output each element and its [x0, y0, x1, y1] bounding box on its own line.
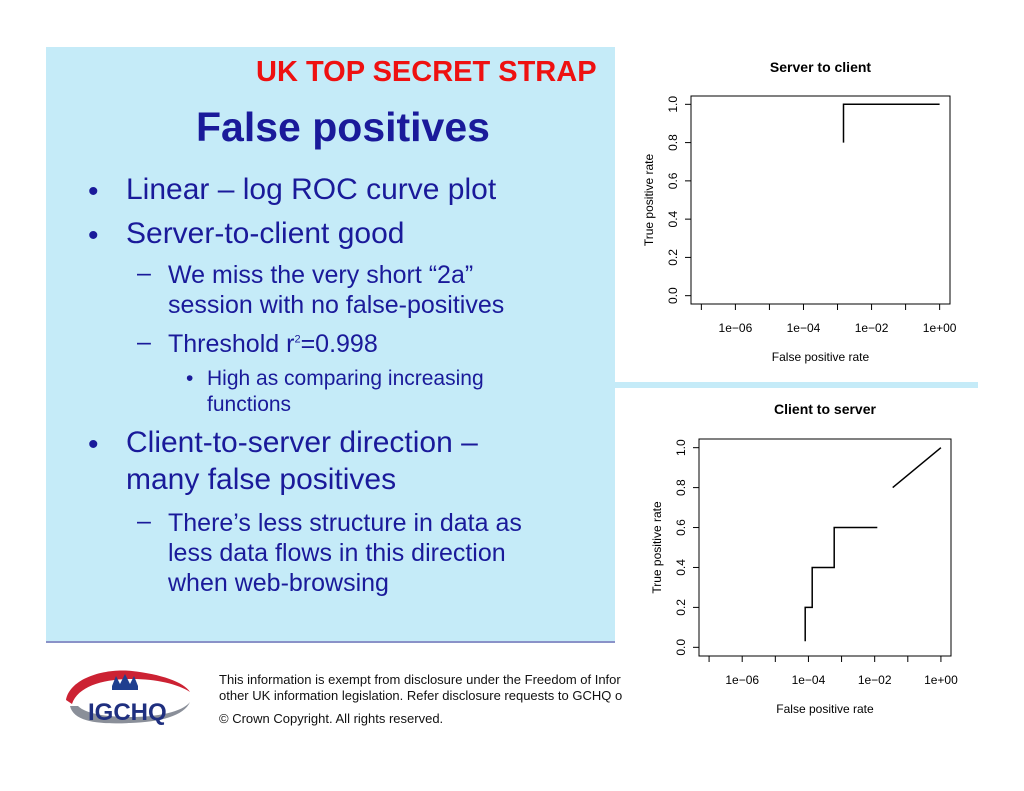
roc-curve: [804, 526, 878, 642]
exemption-notice-line2: other UK information legislation. Refer …: [219, 688, 623, 703]
x-axis-label: False positive rate: [772, 350, 870, 364]
sub-sub-bullet-text: functions: [207, 393, 292, 416]
plot-frame: [690, 95, 951, 305]
crown-icon: [112, 674, 138, 690]
gchq-logo-icon: IGCHQ: [66, 670, 190, 726]
x-tick-label: 1e−02: [858, 673, 892, 687]
chart-title: Client to server: [774, 401, 876, 417]
x-tick-label: 1e+00: [923, 321, 957, 335]
chart-client-to-server: Client to server 1e−06 1e−04 1e−02 1e+00 0.0 0…: [615, 388, 978, 723]
y-tick-label: 1.0: [666, 96, 680, 113]
x-axis-label: False positive rate: [776, 702, 874, 716]
bullet-marker: •: [88, 175, 99, 208]
logo-text: IGCHQ: [88, 699, 167, 726]
sub-bullet-text: less data flows in this direction: [168, 539, 506, 567]
sub-bullet-text: when web-browsing: [168, 569, 389, 597]
slide-bottom-rule: [46, 641, 978, 643]
y-tick-label: 0.4: [666, 210, 680, 227]
copyright-notice: © Crown Copyright. All rights reserved.: [219, 711, 444, 726]
roc-curve: [842, 103, 940, 143]
roc-curve: [892, 447, 942, 489]
chart-title: Server to client: [770, 59, 871, 75]
y-tick-label: 0.2: [674, 599, 688, 616]
bullet-text: Server-to-client good: [126, 217, 405, 250]
bullet-text: many false positives: [126, 463, 397, 496]
sub-bullet-text: session with no false-positives: [168, 291, 505, 319]
threshold-suffix: =0.998: [300, 330, 378, 358]
bullet-marker: •: [88, 428, 99, 461]
sub-bullet-text: There’s less structure in data as: [168, 509, 522, 537]
sub-bullet-text: We miss the very short “2a”: [168, 261, 474, 289]
y-axis-label: True positive rate: [642, 154, 656, 247]
classification-banner: UK TOP SECRET STRAP: [256, 56, 597, 88]
y-tick-label: 0.8: [674, 479, 688, 496]
threshold-superscript: 2: [294, 333, 301, 346]
y-tick-label: 0.4: [674, 559, 688, 576]
roc-plot-client-to-server: Client to server 1e−06 1e−04 1e−02 1e+00 0.0 0…: [650, 401, 958, 716]
sub-sub-bullet-text: High as comparing increasing: [207, 367, 484, 390]
chart-server-to-client: Server to client 1e−06 1e−04 1e−02 1e+00 0.0 0…: [615, 47, 978, 382]
x-tick-label: 1e−06: [725, 673, 759, 687]
threshold-prefix: Threshold r: [168, 330, 295, 358]
dash-marker: –: [137, 328, 151, 356]
roc-plot-server-to-client: Server to client 1e−06 1e−04 1e−02 1e+00 0.0 0…: [642, 59, 957, 364]
gchq-logo: IGCHQ: [60, 662, 195, 732]
plot-frame: [698, 438, 952, 657]
bullet-text: Client-to-server direction –: [126, 426, 478, 459]
y-tick-label: 0.0: [674, 639, 688, 656]
dash-marker: –: [137, 259, 151, 287]
y-tick-label: 0.0: [666, 287, 680, 304]
dash-marker: –: [137, 507, 151, 535]
y-tick-label: 0.2: [666, 249, 680, 266]
logo-red-arc: [66, 670, 190, 704]
exemption-notice-line1: This information is exempt from disclosu…: [219, 672, 621, 687]
y-tick-label: 1.0: [674, 439, 688, 456]
y-tick-label: 0.8: [666, 134, 680, 151]
bullet-text: Linear – log ROC curve plot: [126, 173, 497, 206]
x-tick-label: 1e−04: [787, 321, 821, 335]
x-tick-label: 1e+00: [924, 673, 958, 687]
threshold-text: Threshold r2=0.998: [168, 330, 378, 359]
x-tick-label: 1e−02: [855, 321, 889, 335]
x-tick-label: 1e−04: [792, 673, 826, 687]
y-tick-label: 0.6: [666, 172, 680, 189]
slide-title: False positives: [196, 104, 490, 150]
bullet-marker: •: [186, 367, 194, 390]
logo-grey-arc: [70, 702, 190, 724]
y-tick-label: 0.6: [674, 519, 688, 536]
bullet-marker: •: [88, 219, 99, 252]
x-tick-label: 1e−06: [719, 321, 753, 335]
y-axis-label: True positive rate: [650, 501, 664, 594]
